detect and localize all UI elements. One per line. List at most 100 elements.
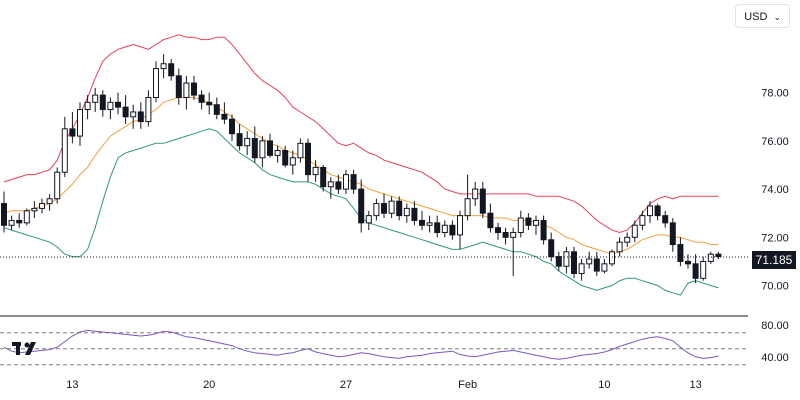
candle <box>563 246 570 274</box>
candle-body-down <box>137 111 144 123</box>
candle-body-down <box>525 217 532 226</box>
candle <box>305 138 311 182</box>
candle-body-down <box>350 174 357 190</box>
candle-body-up <box>77 109 83 137</box>
candle <box>61 116 68 178</box>
candle-body-down <box>1 203 7 226</box>
rsi-axis: 40.00 80.00 <box>761 320 789 364</box>
candle <box>517 210 524 238</box>
candle <box>69 111 76 144</box>
candle-body-up <box>39 203 45 209</box>
candle <box>677 237 684 267</box>
candle-body-up <box>8 219 15 226</box>
candle-body-up <box>373 203 380 217</box>
candle-body-down <box>168 63 175 77</box>
candle-body-up <box>274 150 281 156</box>
tradingview-logo-icon[interactable] <box>12 342 36 355</box>
chevron-down-icon: ⌄ <box>773 12 781 22</box>
candle-body-down <box>654 205 661 217</box>
time-tick-label: 20 <box>203 379 215 391</box>
candle <box>267 133 273 158</box>
candle <box>662 210 669 228</box>
candle-body-up <box>145 97 152 123</box>
candle-body-up <box>259 140 266 159</box>
candle-body-up <box>244 137 251 147</box>
price-tick-label: 72.00 <box>761 232 789 244</box>
candle <box>381 193 387 219</box>
candle-body-down <box>16 219 23 224</box>
candle <box>312 160 319 182</box>
candle <box>198 90 205 110</box>
candle <box>358 179 365 233</box>
time-axis[interactable]: 13 20 27 Feb 10 13 <box>66 379 701 391</box>
candle-body-down <box>419 219 425 226</box>
candle <box>282 145 289 168</box>
candle-body-up <box>631 224 638 238</box>
candle-body-down <box>411 207 418 221</box>
candle <box>8 215 15 231</box>
candle-body-up <box>609 251 615 265</box>
candle-body-down <box>685 260 691 265</box>
rsi-pane[interactable] <box>0 329 748 366</box>
candle <box>609 249 615 267</box>
rsi-tick-label: 40.00 <box>761 352 789 364</box>
candle <box>31 201 38 219</box>
candle <box>479 181 486 219</box>
candle <box>92 87 99 112</box>
candle-body-down <box>229 118 235 135</box>
candle-body-down <box>358 188 365 224</box>
candle-body-up <box>297 142 304 159</box>
candle <box>365 210 372 231</box>
candle-body-up <box>639 215 646 226</box>
candle <box>23 208 30 226</box>
candle-body-down <box>198 94 205 103</box>
candle-body-up <box>441 224 448 233</box>
candle <box>388 196 395 219</box>
candle-body-up <box>578 263 585 274</box>
candle-body-up <box>54 171 61 200</box>
candle-body-up <box>457 215 463 236</box>
candle <box>373 198 380 221</box>
last-price-label-bg <box>752 251 796 269</box>
currency-label: USD <box>744 11 768 23</box>
candle-body-down <box>267 140 273 156</box>
candle-body-down <box>282 150 289 166</box>
candle-body-up <box>312 166 319 176</box>
last-price-value: 71.185 <box>756 253 793 267</box>
candle-body-down <box>502 232 509 238</box>
candle <box>54 167 61 204</box>
candle-body-down <box>479 188 486 214</box>
candle <box>229 114 235 141</box>
candle-body-up <box>107 101 114 111</box>
candle <box>1 191 7 233</box>
candle <box>449 220 456 240</box>
candle <box>586 251 593 269</box>
candle <box>251 126 258 163</box>
candle-body-down <box>320 166 327 188</box>
candle-body-up <box>624 236 631 243</box>
price-axis[interactable]: 70.00 72.00 74.00 76.00 78.00 <box>761 88 789 293</box>
time-tick-label: 10 <box>598 379 610 391</box>
candle-body-up <box>517 217 524 234</box>
candle <box>335 174 342 194</box>
candle-body-down <box>175 75 182 99</box>
candle <box>441 220 448 238</box>
candle <box>183 75 190 110</box>
candle-body-down <box>692 263 699 279</box>
candle <box>221 102 228 125</box>
candle <box>631 220 638 243</box>
candle-body-up <box>647 205 653 217</box>
price-tick-label: 70.00 <box>761 281 789 293</box>
candle-body-up <box>183 82 190 98</box>
currency-select-button[interactable]: USD ⌄ <box>735 4 790 28</box>
candle-body-up <box>46 198 53 205</box>
candle-body-up <box>289 157 296 166</box>
candle-body-up <box>510 232 517 238</box>
candle-body-up <box>365 215 372 224</box>
candle <box>46 193 53 211</box>
candle-body-down <box>251 137 258 159</box>
candle-body-down <box>115 101 121 108</box>
candle <box>84 95 91 120</box>
candlestick-pane[interactable] <box>0 34 748 296</box>
